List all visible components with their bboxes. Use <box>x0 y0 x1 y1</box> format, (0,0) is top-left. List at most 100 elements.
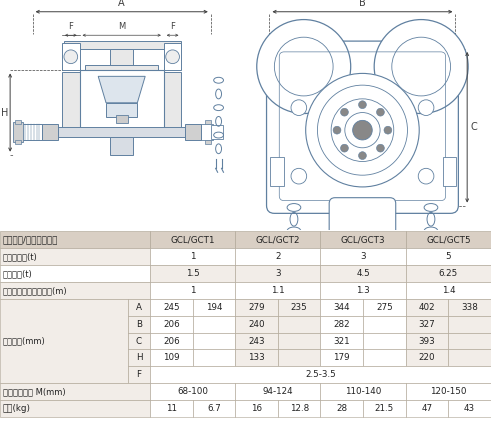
Bar <box>321 248 406 265</box>
Bar <box>110 137 134 154</box>
Bar <box>85 65 158 73</box>
Bar <box>211 125 222 139</box>
Bar <box>150 383 235 400</box>
Bar <box>0 265 150 282</box>
Bar <box>321 265 406 282</box>
Bar <box>235 333 278 349</box>
Text: GCL/GCT2: GCL/GCT2 <box>256 235 300 244</box>
Bar <box>278 333 321 349</box>
Text: GCL/GCT1: GCL/GCT1 <box>170 235 215 244</box>
Bar <box>278 349 321 366</box>
Bar <box>448 333 491 349</box>
Text: 6.25: 6.25 <box>439 269 458 278</box>
Bar <box>192 349 235 366</box>
Text: 6.7: 6.7 <box>207 404 221 413</box>
Text: 主要尺寸(mm): 主要尺寸(mm) <box>3 336 46 346</box>
Bar <box>205 140 211 144</box>
Bar <box>363 400 406 417</box>
Bar <box>192 316 235 333</box>
Text: 245: 245 <box>163 303 180 312</box>
Text: 402: 402 <box>419 303 436 312</box>
Bar <box>110 49 134 65</box>
Circle shape <box>318 85 408 175</box>
Bar <box>128 316 150 333</box>
Text: 净重(kg): 净重(kg) <box>3 404 31 413</box>
Bar <box>150 349 192 366</box>
Bar <box>321 333 363 349</box>
Text: 16: 16 <box>251 404 262 413</box>
Text: C: C <box>470 122 477 132</box>
Circle shape <box>374 19 468 114</box>
Circle shape <box>64 50 78 64</box>
Text: 282: 282 <box>333 319 350 329</box>
Circle shape <box>306 73 419 187</box>
Text: 338: 338 <box>461 303 478 312</box>
Text: 109: 109 <box>163 353 180 362</box>
Text: 243: 243 <box>248 336 265 346</box>
Bar <box>19 124 42 140</box>
Text: 344: 344 <box>333 303 350 312</box>
Bar <box>150 265 235 282</box>
Text: 3: 3 <box>360 252 366 261</box>
Text: 179: 179 <box>333 353 350 362</box>
Bar <box>128 299 150 316</box>
Bar <box>150 299 192 316</box>
Text: 220: 220 <box>419 353 436 362</box>
Circle shape <box>377 144 384 152</box>
Text: M: M <box>118 22 125 31</box>
Text: 28: 28 <box>336 404 347 413</box>
Bar <box>235 248 321 265</box>
Bar <box>42 124 58 140</box>
Bar <box>150 333 192 349</box>
Bar <box>321 231 406 248</box>
Bar <box>235 265 321 282</box>
Bar <box>62 43 80 70</box>
Text: A: A <box>118 0 125 8</box>
Text: 120-150: 120-150 <box>430 387 466 396</box>
Text: GCL/GCT5: GCL/GCT5 <box>426 235 471 244</box>
Text: GCL/GCT3: GCL/GCT3 <box>341 235 385 244</box>
Bar <box>321 299 363 316</box>
Circle shape <box>358 151 366 160</box>
Bar <box>150 366 491 383</box>
Bar <box>201 124 213 140</box>
Text: 2: 2 <box>275 252 281 261</box>
Bar <box>235 383 321 400</box>
Text: C: C <box>136 336 142 346</box>
Bar <box>0 248 150 265</box>
Bar <box>15 140 21 144</box>
Bar <box>0 231 150 248</box>
Text: F: F <box>68 22 73 31</box>
Bar <box>235 282 321 299</box>
Circle shape <box>353 120 372 140</box>
Bar <box>116 116 128 123</box>
Text: 4.5: 4.5 <box>356 269 370 278</box>
Bar <box>278 400 321 417</box>
Bar <box>62 73 80 131</box>
Bar <box>13 122 23 142</box>
Text: 279: 279 <box>248 303 265 312</box>
Text: 68-100: 68-100 <box>177 387 208 396</box>
Circle shape <box>418 100 434 116</box>
Bar <box>406 265 491 282</box>
Bar <box>406 400 448 417</box>
Bar <box>192 400 235 417</box>
Bar <box>150 231 235 248</box>
Bar <box>278 299 321 316</box>
Bar <box>363 333 406 349</box>
Bar <box>448 316 491 333</box>
Bar <box>363 349 406 366</box>
Polygon shape <box>98 76 145 103</box>
Text: F: F <box>136 371 141 379</box>
Text: 1.3: 1.3 <box>356 286 370 295</box>
Bar <box>52 127 189 137</box>
Text: 94-124: 94-124 <box>263 387 293 396</box>
Text: F: F <box>170 22 175 31</box>
Bar <box>406 383 491 400</box>
Bar <box>150 400 192 417</box>
Circle shape <box>166 50 179 64</box>
Bar <box>235 231 321 248</box>
Circle shape <box>341 108 349 116</box>
Bar <box>406 248 491 265</box>
Bar <box>164 43 181 70</box>
